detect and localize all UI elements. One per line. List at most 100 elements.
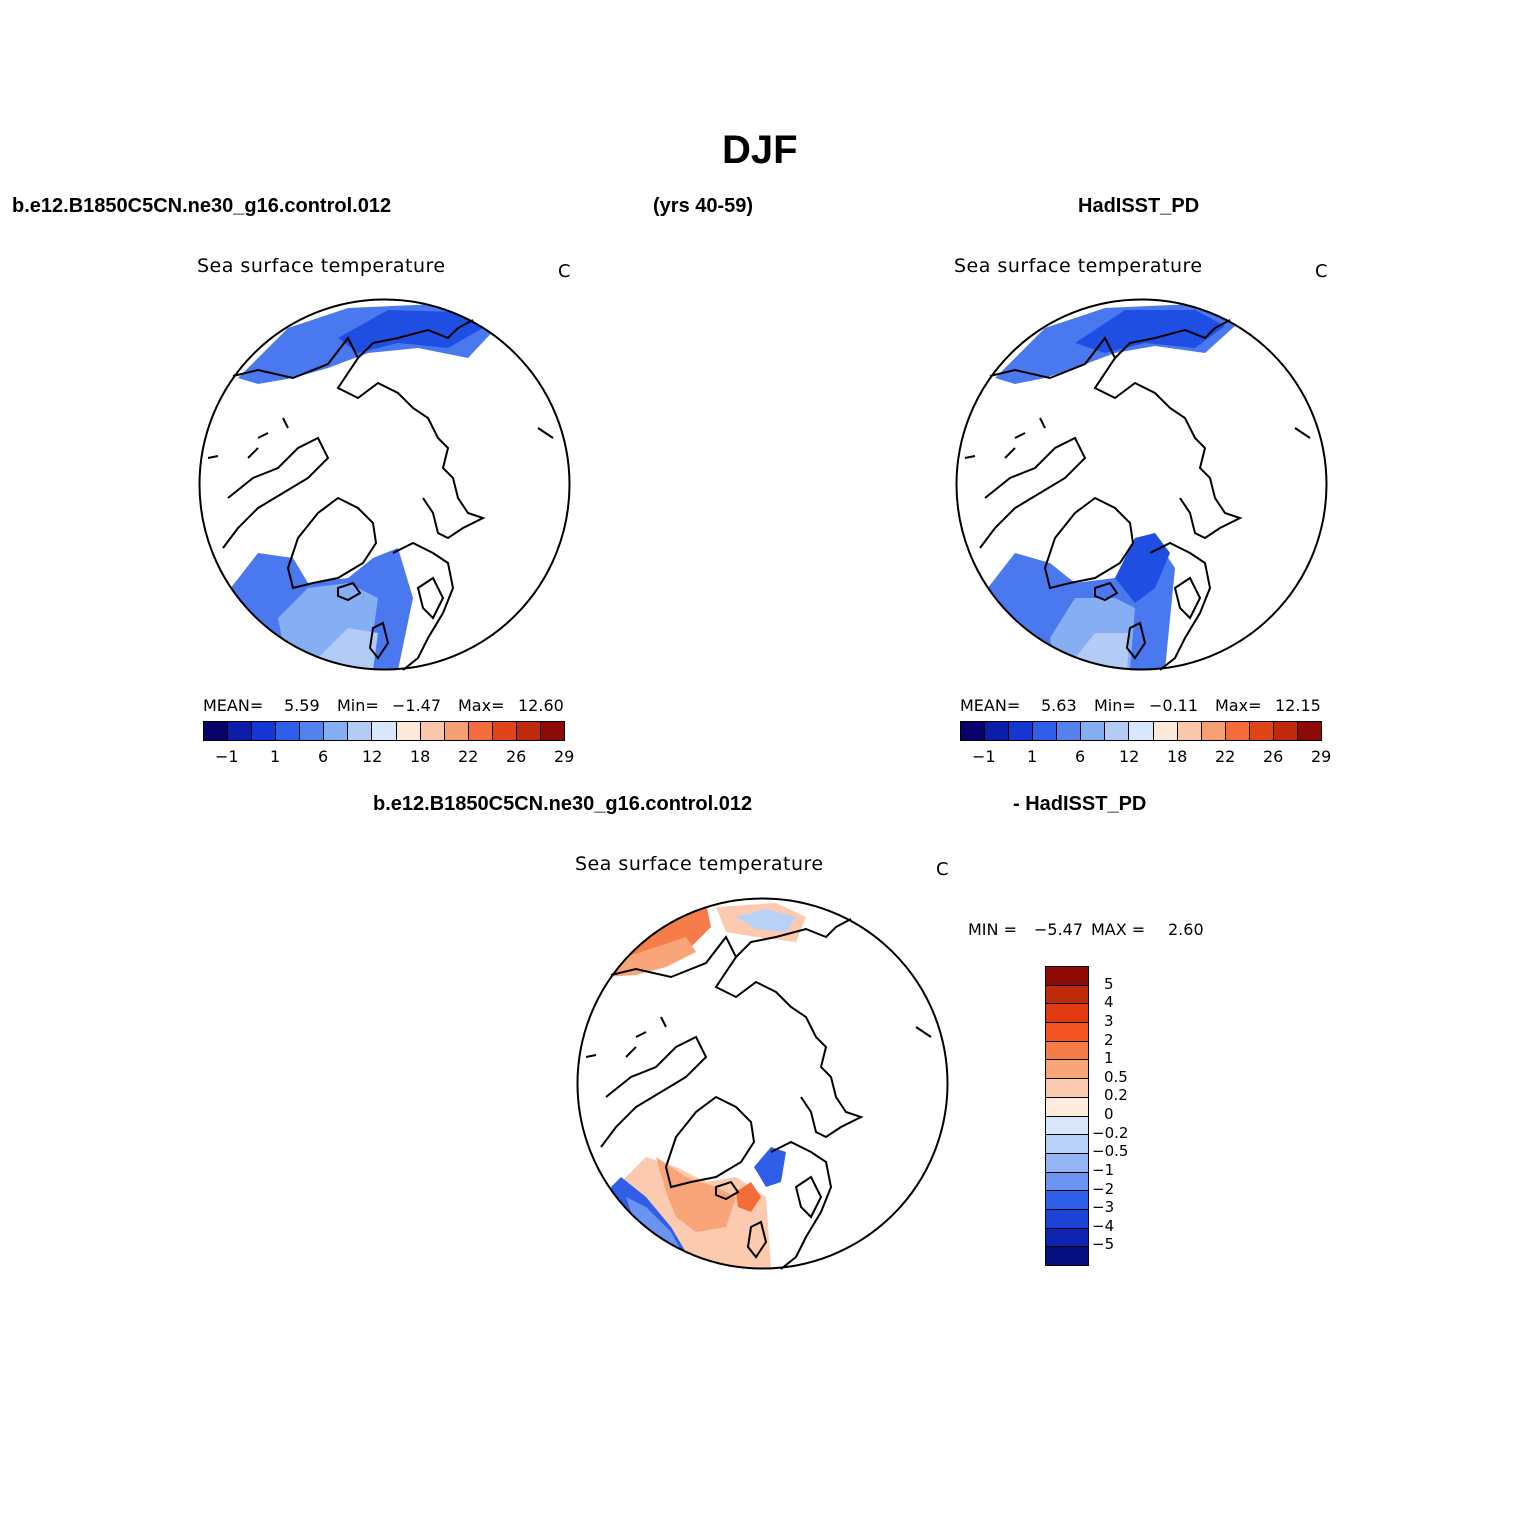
diff-case-label: b.e12.B1850C5CN.ne30_g16.control.012: [373, 793, 753, 815]
panel1-colorbar-swatch: [228, 722, 253, 740]
panel1-colorbar-swatch: [396, 722, 421, 740]
panel1-colorbar-swatch: [324, 722, 349, 740]
diff-polar-map: [576, 897, 949, 1270]
panel2-pacific-sst-deep: [1075, 310, 1225, 353]
panel1-coastline-iceland: [337, 581, 362, 602]
panel1-colorbar-tick-label: 26: [506, 747, 527, 766]
panel2-max-label: Max=: [1215, 696, 1262, 715]
diff-colorbar-swatch: [1046, 1172, 1088, 1192]
panel1-colorbar-tick-label: 12: [362, 747, 383, 766]
diff-colorbar-swatch: [1046, 1135, 1088, 1154]
panel2-min-label: Min=: [1094, 696, 1136, 715]
panel1-colorbar-swatch: [204, 722, 229, 740]
panel2-colorbar-tick-label: 12: [1119, 747, 1140, 766]
panel2-colorbar-tick-label: 18: [1167, 747, 1188, 766]
panel1-colorbar-swatch: [468, 722, 493, 740]
panel1-units: C: [558, 261, 571, 282]
diff-obs-label: - HadISST_PD: [1013, 793, 1147, 815]
diff-colorbar-tick-label: −2: [1092, 1179, 1115, 1198]
diff-coastline-islands: [585, 1016, 932, 1058]
diff-colorbar-tick-label: −5: [1092, 1235, 1115, 1254]
panel1-colorbar-swatch: [444, 722, 469, 740]
panel2-colorbar-swatch: [1033, 722, 1058, 740]
diff-colorbar-swatch: [1046, 1153, 1088, 1173]
panel1-colorbar-swatch: [516, 722, 541, 740]
panel1-colorbar-swatch: [348, 722, 373, 740]
panel1-colorbar-tick-label: −1: [215, 747, 239, 766]
panel1-coastline-asia: [232, 336, 486, 540]
panel2-coastline-scandinavia: [1173, 576, 1202, 620]
panel2-mean-label: MEAN=: [960, 696, 1021, 715]
panel1-polar-map: [198, 298, 571, 671]
panel1-variable-title: Sea surface temperature: [197, 255, 446, 277]
panel1-coastline-europe: [392, 541, 455, 671]
diff-colorbar-swatch: [1046, 1060, 1088, 1080]
diff-coastline-greenland: [664, 1095, 756, 1189]
diff-variable-title: Sea surface temperature: [575, 853, 824, 875]
panel1-colorbar-tick-label: 22: [458, 747, 479, 766]
panel1-min-value: −1.47: [392, 696, 442, 715]
diff-coastline-america: [735, 918, 852, 958]
panel1-colorbar-swatch: [252, 722, 277, 740]
diff-min-label: MIN =: [968, 920, 1017, 939]
panel2-colorbar: [960, 721, 1322, 741]
panel2-units: C: [1315, 261, 1328, 282]
panel1-colorbar-tick-label: 1: [270, 747, 281, 766]
panel2-colorbar-swatch: [1129, 722, 1154, 740]
diff-colorbar-swatch: [1046, 1228, 1088, 1248]
diff-units: C: [936, 859, 949, 880]
panel2-colorbar-swatch: [961, 722, 986, 740]
panel1-max-value: 12.60: [518, 696, 564, 715]
diff-colorbar-swatch: [1046, 1041, 1088, 1061]
panel1-colorbar-tick-label: 18: [410, 747, 431, 766]
panel1-colorbar-swatch: [276, 722, 301, 740]
diff-colorbar-swatch: [1046, 1079, 1088, 1098]
panel2-colorbar-tick-label: 22: [1215, 747, 1236, 766]
panel1-coastline-greenland: [286, 496, 378, 590]
panel2-colorbar-swatch: [1081, 722, 1106, 740]
panel1-colorbar-swatch: [492, 722, 517, 740]
diff-colorbar-swatch: [1046, 985, 1088, 1005]
diff-atlantic-warm: [656, 1157, 736, 1232]
obs-name-label: HadISST_PD: [1078, 195, 1200, 217]
diff-coastline-iceland: [715, 1180, 740, 1201]
panel2-colorbar-swatch: [1153, 722, 1178, 740]
years-label: (yrs 40-59): [653, 195, 754, 217]
diff-colorbar-swatch: [1046, 1191, 1088, 1210]
panel2-colorbar-tick-label: 29: [1311, 747, 1332, 766]
diff-coastline-asia: [610, 935, 864, 1139]
diff-colorbar-tick-label: −0.5: [1092, 1142, 1129, 1161]
panel1-min-label: Min=: [337, 696, 379, 715]
diff-colorbar-swatch: [1046, 967, 1088, 986]
diff-barents-cool: [754, 1147, 786, 1187]
diff-pacific-cool: [736, 909, 796, 932]
panel1-coastline-america: [357, 319, 474, 359]
diff-colorbar-tick-label: 3: [1104, 1011, 1114, 1030]
figure-title: DJF: [722, 128, 798, 172]
panel1-colorbar-swatch: [300, 722, 325, 740]
panel1-coastline-canada: [222, 436, 330, 549]
diff-coastline-scandinavia: [794, 1175, 823, 1219]
panel2-max-value: 12.15: [1275, 696, 1321, 715]
panel2-min-value: −0.11: [1149, 696, 1199, 715]
diff-colorbar-swatch: [1046, 1004, 1088, 1024]
panel2-coastline-islands: [964, 417, 1311, 459]
diff-colorbar-tick-label: −1: [1092, 1160, 1115, 1179]
diff-coastline-britain: [746, 1220, 768, 1259]
panel2-polar-map: [955, 298, 1328, 671]
panel2-coastline-iceland: [1094, 581, 1119, 602]
diff-colorbar-tick-label: 2: [1104, 1030, 1114, 1049]
diff-pacific-warm-light: [606, 937, 696, 977]
panel2-coastline-britain: [1125, 621, 1147, 660]
diff-max-label: MAX =: [1091, 920, 1146, 939]
diff-colorbar-swatch: [1046, 1209, 1088, 1229]
panel1-max-label: Max=: [458, 696, 505, 715]
panel2-atlantic-sst-pale: [1075, 633, 1130, 670]
diff-colorbar-swatch: [1046, 1116, 1088, 1136]
panel1-coastline-britain: [368, 621, 390, 660]
panel2-colorbar-swatch: [1009, 722, 1034, 740]
diff-colorbar: [1045, 966, 1089, 1266]
panel2-mean-value: 5.63: [1041, 696, 1077, 715]
panel2-coastline-europe: [1149, 541, 1212, 671]
panel2-colorbar-tick-label: 6: [1075, 747, 1086, 766]
